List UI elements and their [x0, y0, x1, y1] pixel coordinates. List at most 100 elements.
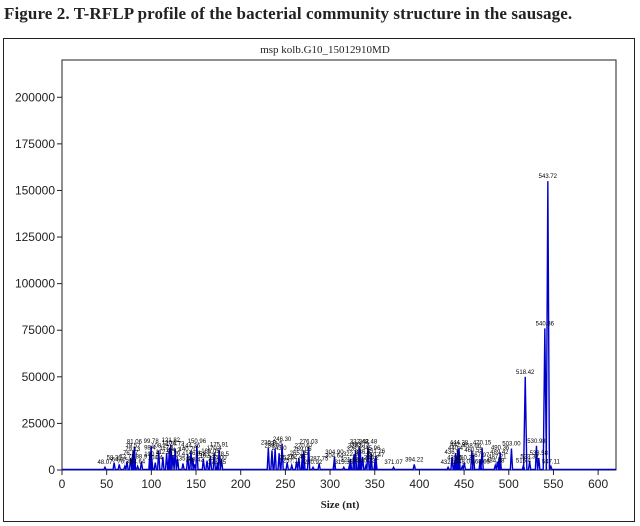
peak-label: 162.3: [200, 454, 216, 460]
peak-label-layer: 48.0758.3664.0770.3572.7376.7779.1379.57…: [97, 174, 560, 466]
y-tick-label: 0: [48, 463, 55, 477]
peak-label: 72.73: [119, 455, 135, 461]
peak-label: 243.0: [272, 446, 288, 452]
peak-label: 170.4: [207, 446, 223, 452]
y-tick-label: 50000: [22, 370, 56, 384]
peak-label: 76.77: [123, 451, 139, 457]
chart-frame: [3, 38, 635, 522]
peak-label: 371.07: [384, 460, 403, 466]
chart-title: msp kolb.G10_15012910MD: [260, 44, 390, 56]
peak-label: 276.03: [299, 440, 318, 446]
peak-label: 350.47: [366, 453, 385, 459]
x-tick-label: 0: [59, 477, 66, 491]
peak-label: 270.67: [295, 443, 314, 449]
peak-label: 108.2: [151, 443, 167, 449]
peak-label: 246.30: [273, 437, 292, 443]
peak-label: 467.97: [471, 453, 490, 459]
peak-label: 332.48: [350, 440, 369, 446]
y-tick-label: 125000: [15, 230, 55, 244]
peak-label: 326.8: [347, 447, 363, 453]
peak-label: 394.22: [405, 457, 424, 463]
peak-label: 315.35: [335, 460, 354, 466]
peak-label: 351.26: [367, 449, 386, 455]
x-tick-label: 500: [499, 477, 519, 491]
peak-label: 468.65: [472, 460, 491, 466]
x-tick-label: 150: [186, 477, 206, 491]
y-tick-label: 100000: [15, 277, 55, 291]
x-tick-label: 550: [543, 477, 563, 491]
peak-label: 328.5: [348, 443, 364, 449]
peak-label: 460.55: [464, 448, 483, 454]
peak-label: 321.88: [340, 457, 359, 463]
peak-label: 265.05: [290, 451, 309, 457]
peak-label: 340.22: [357, 458, 376, 464]
axes: 0 50 100 150 200 250 300 350 400 450 500 550 600 0 250…: [15, 59, 617, 491]
y-tick-label: 25000: [22, 416, 56, 430]
x-tick-label: 200: [231, 477, 251, 491]
peak-label: 489.42: [490, 450, 509, 456]
peak-label: 484.88: [486, 458, 505, 464]
peak-label: 448.0: [455, 459, 471, 465]
y-tick-label: 150000: [15, 183, 55, 197]
peak-label: 238.5: [268, 442, 284, 448]
peak-label: 79.13: [125, 447, 141, 453]
peak-label: 262.46: [287, 455, 306, 461]
peak-label: 81.06: [127, 440, 143, 446]
peak-label: 140.70: [179, 447, 198, 453]
peak-label: 490.36: [491, 445, 510, 451]
x-tick-label: 400: [409, 477, 429, 491]
peak-label: 99.78: [144, 439, 160, 445]
peak-label: 547.11: [542, 459, 561, 465]
peak-label: 48.07: [97, 460, 113, 466]
x-tick-label: 350: [365, 477, 385, 491]
peak-label: 257.11: [283, 458, 302, 464]
peak-label: 533.58: [530, 451, 549, 457]
peak-label: 450.2: [457, 456, 473, 462]
peak-label: 98.4: [144, 445, 156, 451]
x-tick-label: 250: [275, 477, 295, 491]
peak-label: 126.72: [166, 442, 185, 448]
peak-label: 84.64: [130, 459, 146, 465]
plot-area: [61, 59, 617, 471]
peak-label: 503.00: [502, 442, 521, 448]
peak-label: 518.42: [516, 370, 535, 376]
peak-label: 135.4: [175, 456, 191, 462]
peak-label: 280.92: [304, 460, 323, 466]
peak-label: 543.72: [539, 174, 558, 180]
peak-label: 439.5: [447, 456, 463, 462]
peak-label: 458.66: [463, 443, 482, 449]
peak-label: 174.00: [208, 456, 227, 462]
peak-label: 144.36: [182, 443, 201, 449]
y-tick-label: 175000: [15, 137, 55, 151]
x-tick-label: 50: [100, 477, 114, 491]
peak-label: 70.35: [117, 459, 133, 465]
peak-label: 58.36: [107, 456, 123, 462]
peak-label: 120.2: [162, 441, 178, 447]
peak-label: 333.73: [351, 443, 370, 449]
peak-label: 158.2: [196, 452, 212, 458]
peak-label: 444.28: [450, 441, 469, 447]
peak-label: 487.21: [488, 455, 507, 461]
x-tick-label: 300: [320, 477, 340, 491]
peak-label: 342.48: [359, 440, 378, 446]
figure-caption: Figure 2. T-RFLP profile of the bacteria…: [4, 4, 573, 23]
peak-label: 322.8: [343, 452, 359, 458]
peak-label: 117.1: [159, 446, 174, 452]
peak-label: 148.42: [185, 457, 204, 463]
peak-label: 346.2: [364, 456, 380, 462]
peak-label: 79.57: [126, 443, 142, 449]
peak-label: 442.9: [450, 443, 466, 449]
peak-label: 470.15: [473, 441, 492, 447]
peak-label: 269.05: [293, 447, 312, 453]
peak-label: 336.5: [355, 450, 371, 456]
peak-label: 287.75: [310, 456, 329, 462]
peak-label: 432.1: [441, 460, 457, 466]
peak-label: 252.0: [280, 456, 296, 462]
peak-label: 100.5: [144, 452, 160, 458]
peak-label: 112.9: [156, 450, 171, 456]
peak-label: 304.90: [325, 450, 344, 456]
peak-label: 235.0: [264, 443, 280, 449]
peak-label: 523.32: [520, 455, 539, 461]
peak-label: 516.4: [516, 458, 532, 464]
